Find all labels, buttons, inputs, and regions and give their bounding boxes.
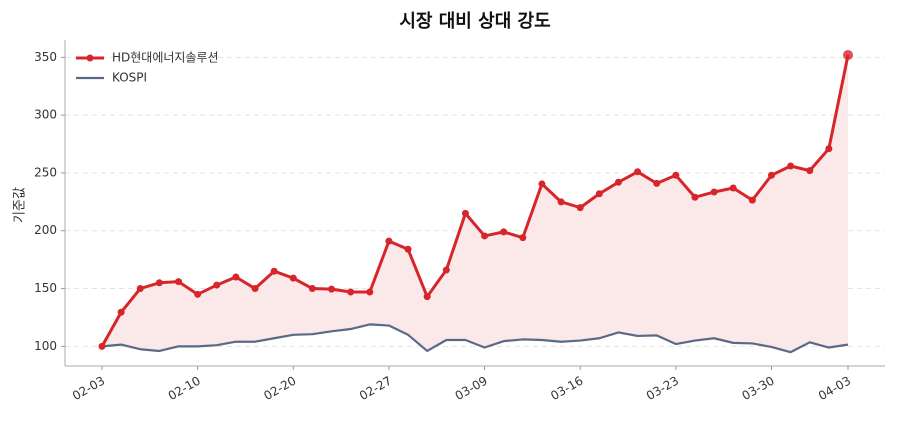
y-tick-label: 100 <box>34 339 57 353</box>
point <box>213 281 221 289</box>
point <box>538 180 546 188</box>
point <box>691 193 699 201</box>
point <box>710 188 718 196</box>
point <box>404 245 412 253</box>
point <box>653 179 661 187</box>
y-tick-label: 350 <box>34 50 57 64</box>
point <box>576 204 584 212</box>
x-tick-label: 02-10 <box>166 374 203 404</box>
point <box>366 288 374 296</box>
x-tick-label: 02-20 <box>261 374 298 404</box>
y-tick-label: 200 <box>34 223 57 237</box>
point <box>232 273 240 281</box>
y-tick-label: 300 <box>34 108 57 122</box>
x-tick-label: 03-16 <box>548 374 585 404</box>
y-tick-label: 150 <box>34 281 57 295</box>
point <box>194 290 202 298</box>
x-tick-label: 02-27 <box>357 374 394 404</box>
point <box>117 308 125 316</box>
point <box>595 190 603 198</box>
point <box>825 145 833 153</box>
point <box>308 285 316 293</box>
series-line <box>100 54 850 348</box>
point <box>347 288 355 296</box>
legend-label: KOSPI <box>112 71 147 85</box>
point <box>767 171 775 179</box>
point <box>461 209 469 217</box>
point <box>136 285 144 293</box>
gap-area <box>102 55 848 353</box>
x-tick-label: 03-23 <box>644 374 681 404</box>
point <box>385 237 393 245</box>
y-axis-label: 기준값 <box>13 187 28 223</box>
point <box>672 171 680 179</box>
point <box>634 168 642 176</box>
point <box>729 184 737 192</box>
x-tick-label: 04-03 <box>816 374 853 404</box>
point <box>614 178 622 186</box>
point <box>251 285 259 293</box>
point <box>481 232 489 240</box>
point <box>519 234 527 242</box>
x-tick-label: 03-30 <box>740 374 777 404</box>
point <box>175 278 183 286</box>
point <box>289 274 297 282</box>
point <box>843 50 853 61</box>
point <box>500 228 508 236</box>
chart-title: 시장 대비 상대 강도 <box>399 11 550 32</box>
point <box>98 342 106 350</box>
point <box>442 266 450 274</box>
legend-marker <box>86 54 94 62</box>
point <box>806 167 814 175</box>
x-tick-label: 03-09 <box>453 374 490 404</box>
point <box>328 285 336 293</box>
series-line <box>101 323 849 354</box>
point <box>787 162 795 170</box>
point <box>155 279 163 287</box>
point <box>748 196 756 204</box>
y-tick-label: 250 <box>34 165 57 179</box>
point <box>270 267 278 275</box>
legend-label: HD현대에너지솔루션 <box>112 51 219 65</box>
point <box>557 198 565 206</box>
point <box>423 293 431 301</box>
x-tick-label: 02-03 <box>70 374 107 404</box>
